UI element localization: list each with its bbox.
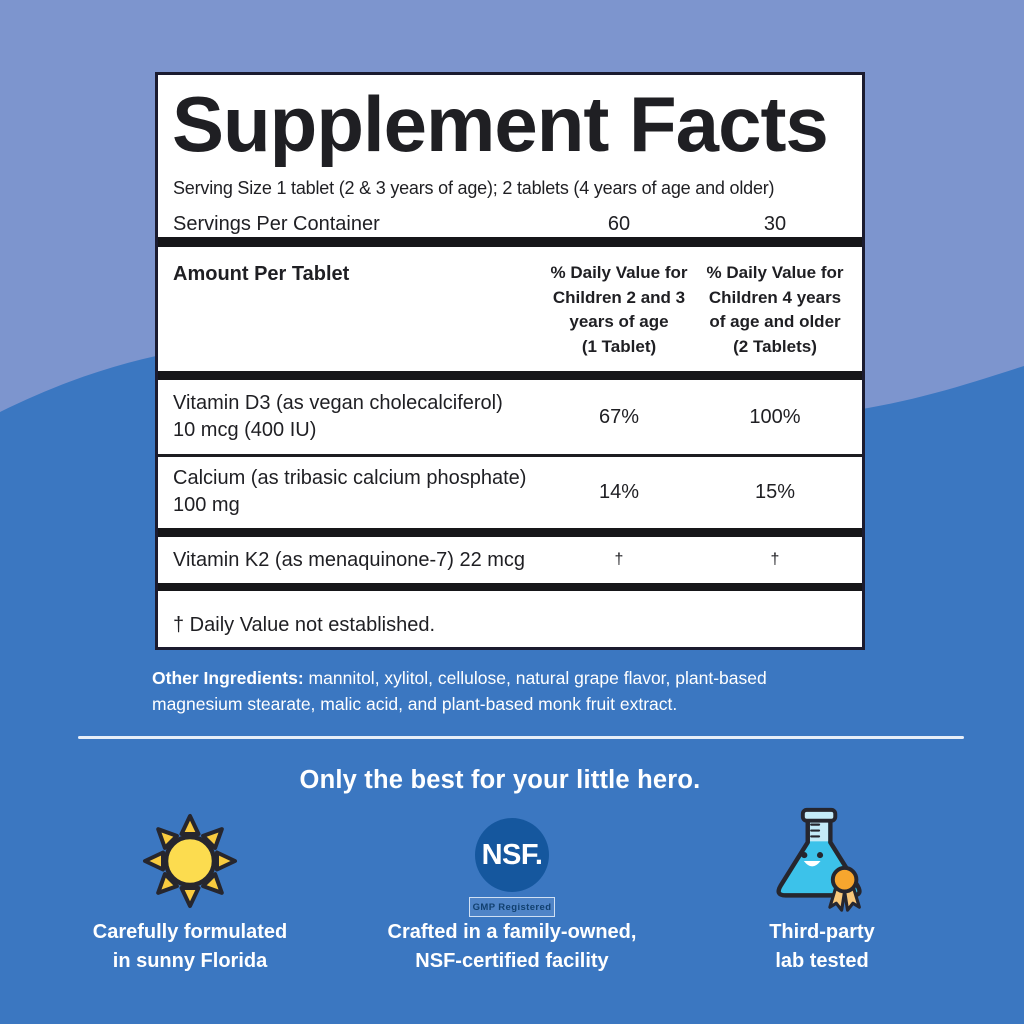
supplement-facts-panel: Supplement Facts Serving Size 1 tablet (… — [155, 72, 865, 650]
thin-rule — [158, 454, 862, 457]
daily-value-footnote: † Daily Value not established. — [173, 614, 436, 636]
thick-rule — [158, 237, 862, 247]
servings-label: Servings Per Container — [173, 213, 380, 235]
serving-size-text: Serving Size 1 tablet (2 & 3 years of ag… — [173, 178, 775, 198]
servings-value-2-tablets: 30 — [763, 213, 787, 235]
horizontal-divider — [78, 736, 964, 739]
feature-florida: Carefully formulated in sunny Florida — [55, 800, 325, 976]
nsf-badge-icon: NSF. — [475, 818, 549, 892]
feature-lab-tested: Third-party lab tested — [687, 800, 957, 976]
nutrient-name: Calcium (as tribasic calcium phosphate) … — [173, 467, 527, 516]
dv-value-1: 67% — [598, 405, 640, 428]
amount-per-tablet-header: Amount Per Tablet — [173, 263, 350, 285]
dv-value-2: 100% — [749, 405, 801, 428]
table-header-row: Amount Per Tablet % Daily Value for Chil… — [173, 261, 847, 359]
thick-rule — [158, 583, 862, 591]
thick-rule — [158, 371, 862, 380]
other-ingredients-line2: magnesium stearate, malic acid, and plan… — [152, 694, 678, 714]
dv-value-1: † — [614, 551, 624, 568]
nutrient-name: Vitamin D3 (as vegan cholecalciferol) 10… — [173, 392, 503, 441]
feature-caption: Crafted in a family-owned, NSF-certified… — [387, 921, 637, 972]
sun-icon — [143, 814, 237, 908]
feature-caption: Carefully formulated in sunny Florida — [92, 921, 288, 972]
table-row-vitamin-d3: Vitamin D3 (as vegan cholecalciferol) 10… — [173, 380, 847, 454]
thick-rule — [158, 528, 862, 537]
feature-nsf: NSF. GMP Registered Crafted in a family-… — [377, 800, 647, 976]
servings-value-1-tablet: 60 — [607, 213, 631, 235]
dv-value-2: † — [770, 551, 780, 568]
tagline: Only the best for your little hero. — [299, 766, 701, 794]
dv-column-2-header: % Daily Value for Children 4 years of ag… — [706, 263, 844, 356]
other-ingredients-label: Other Ingredients: — [152, 668, 304, 688]
nutrient-name: Vitamin K2 (as menaquinone-7) 22 mcg — [173, 548, 526, 571]
dv-column-1-header: % Daily Value for Children 2 and 3 years… — [550, 263, 688, 356]
dv-value-2: 15% — [754, 480, 796, 503]
dv-value-1: 14% — [598, 480, 640, 503]
table-row-vitamin-k2: Vitamin K2 (as menaquinone-7) 22 mcg † † — [173, 537, 847, 583]
feature-caption: Third-party lab tested — [769, 921, 875, 972]
flask-icon — [776, 807, 862, 912]
other-ingredients-line1: Other Ingredients: mannitol, xylitol, ce… — [152, 668, 767, 688]
panel-title: Supplement Facts — [172, 80, 829, 168]
servings-per-container-row: Servings Per Container 60 30 — [173, 211, 847, 237]
gmp-registered-badge: GMP Registered — [469, 897, 555, 917]
table-row-calcium: Calcium (as tribasic calcium phosphate) … — [173, 456, 847, 528]
other-ingredients: Other Ingredients: mannitol, xylitol, ce… — [152, 665, 872, 717]
